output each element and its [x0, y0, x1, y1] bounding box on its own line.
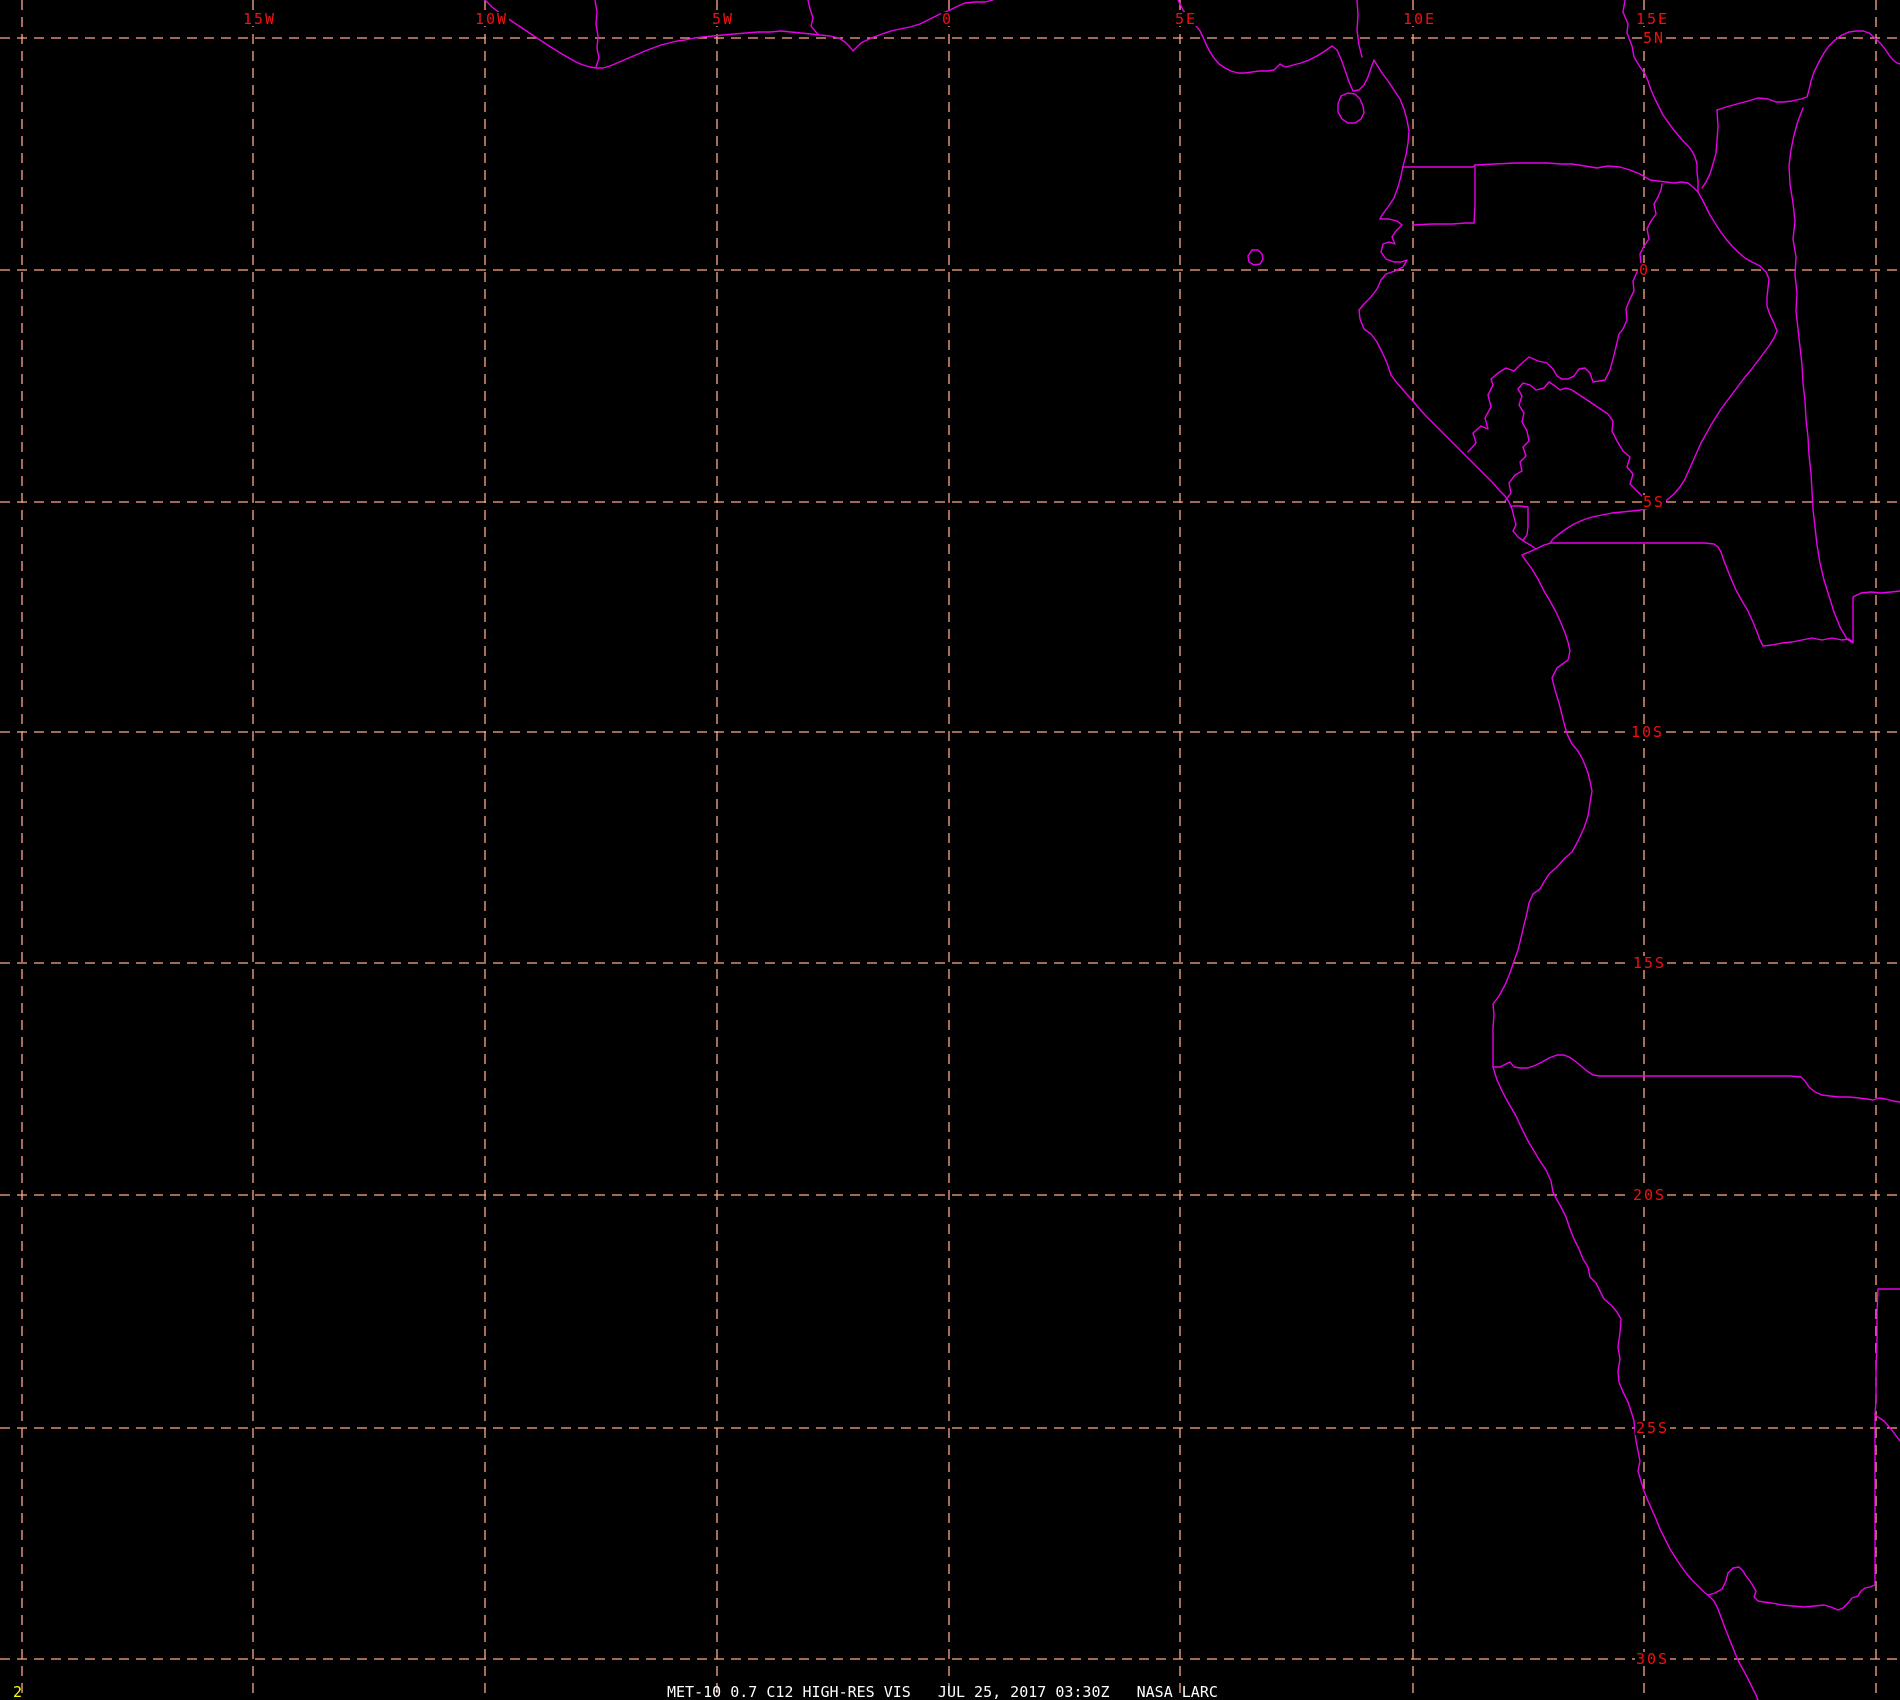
longitude-label-5E: 5E — [1174, 10, 1199, 28]
image-caption: MET-10 0.7 C12 HIGH-RES VIS JUL 25, 2017… — [667, 1683, 1218, 1700]
latitude-label-5N: 5N — [1642, 29, 1667, 47]
map-border-congo-north — [1701, 109, 1719, 189]
map-border-angola-namibia — [1492, 1054, 1900, 1103]
map-border-namibia-botswana — [1874, 1288, 1900, 1586]
map-border-botswana-branch — [1874, 1414, 1900, 1442]
latitude-label-15S: 15S — [1632, 954, 1668, 972]
map-island-bioko — [1337, 92, 1365, 124]
map-border-eq-guinea-east — [1473, 166, 1476, 224]
map-border-cotedivoire-ghana — [807, 0, 819, 35]
map-border-gabon-cameroon — [1467, 183, 1663, 453]
longitude-label-10W: 10W — [474, 10, 510, 28]
longitude-label-10E: 10E — [1402, 10, 1438, 28]
map-border-congo-drc-long — [1788, 107, 1854, 644]
map-coast-gulf-of-guinea — [484, 0, 994, 69]
latitude-label-5S: 5S — [1642, 493, 1667, 511]
latitude-label-30S: 30S — [1635, 1650, 1671, 1668]
map-border-cabinda — [1510, 505, 1529, 541]
map-border-eq-guinea-north — [1402, 162, 1699, 193]
map-border-eq-guinea-south — [1412, 222, 1475, 226]
map-border-orange-river — [1707, 1566, 1876, 1611]
latitude-label-0: 0 — [1638, 261, 1652, 279]
latitude-label-25S: 25S — [1635, 1419, 1671, 1437]
longitude-label-0: 0 — [941, 10, 955, 28]
map-border-car-arc — [1716, 30, 1900, 111]
map-river-congo-loop — [1549, 191, 1778, 544]
map-border-gabon-congo — [1504, 381, 1651, 504]
map-coast-africa-main — [1177, 0, 1759, 1700]
longitude-label-5W: 5W — [711, 10, 736, 28]
frame-counter: 2 — [13, 1683, 23, 1700]
map-border-cameroon-east — [1622, 0, 1699, 193]
map-border-nigeria-cameroon — [1356, 0, 1363, 58]
longitude-label-15E: 15E — [1635, 10, 1671, 28]
latitude-label-20S: 20S — [1632, 1186, 1668, 1204]
map-island-sao-tome — [1247, 249, 1264, 266]
longitude-label-15W: 15W — [242, 10, 278, 28]
map-border-angola-drc — [1535, 542, 1900, 647]
map-border-liberia-cotedivoire — [594, 0, 600, 68]
latitude-label-10S: 10S — [1630, 723, 1666, 741]
